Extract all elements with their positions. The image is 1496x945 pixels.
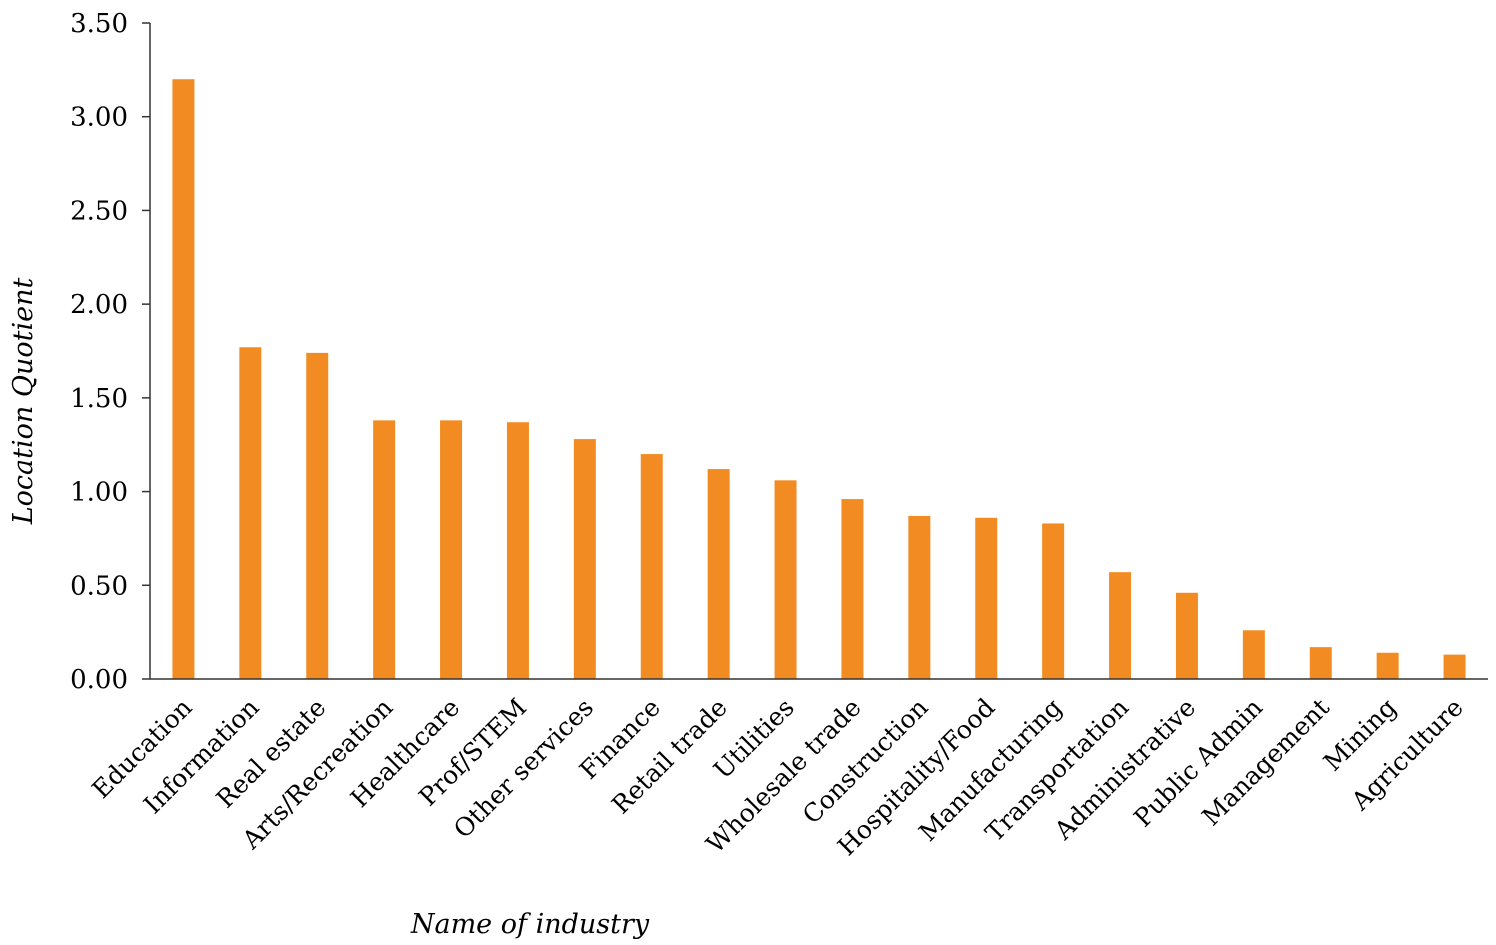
bar bbox=[1042, 523, 1065, 679]
bar bbox=[1242, 630, 1265, 679]
y-axis-title: Location Quotient bbox=[8, 278, 39, 526]
bar bbox=[1109, 572, 1132, 679]
bar bbox=[373, 420, 396, 679]
y-tick-label: 3.00 bbox=[70, 103, 128, 133]
bar bbox=[239, 347, 262, 679]
bar bbox=[1443, 654, 1466, 679]
y-axis-ticks: 0.00 0.50 1.00 1.50 2.00 2.50 3.00 3.50 bbox=[70, 9, 150, 695]
bar bbox=[908, 515, 931, 679]
bar bbox=[774, 480, 797, 679]
bar bbox=[440, 420, 463, 679]
y-tick-label: 1.00 bbox=[70, 478, 128, 508]
bar bbox=[306, 352, 329, 679]
bars bbox=[172, 79, 1466, 679]
y-tick-label: 0.50 bbox=[70, 571, 128, 601]
bar bbox=[573, 439, 596, 679]
y-tick-label: 2.50 bbox=[70, 196, 128, 226]
bar bbox=[172, 79, 195, 679]
bar bbox=[1309, 647, 1332, 679]
bar bbox=[506, 422, 529, 679]
bar bbox=[1175, 592, 1198, 679]
bar bbox=[975, 517, 998, 679]
y-tick-label: 2.00 bbox=[70, 290, 128, 320]
y-tick-label: 3.50 bbox=[70, 9, 128, 39]
bar bbox=[707, 469, 730, 679]
bar bbox=[640, 454, 663, 679]
x-axis-title: Name of industry bbox=[410, 909, 650, 940]
y-tick-label: 0.00 bbox=[70, 665, 128, 695]
bar bbox=[1376, 652, 1399, 679]
bar bbox=[841, 499, 864, 679]
y-tick-label: 1.50 bbox=[70, 384, 128, 414]
